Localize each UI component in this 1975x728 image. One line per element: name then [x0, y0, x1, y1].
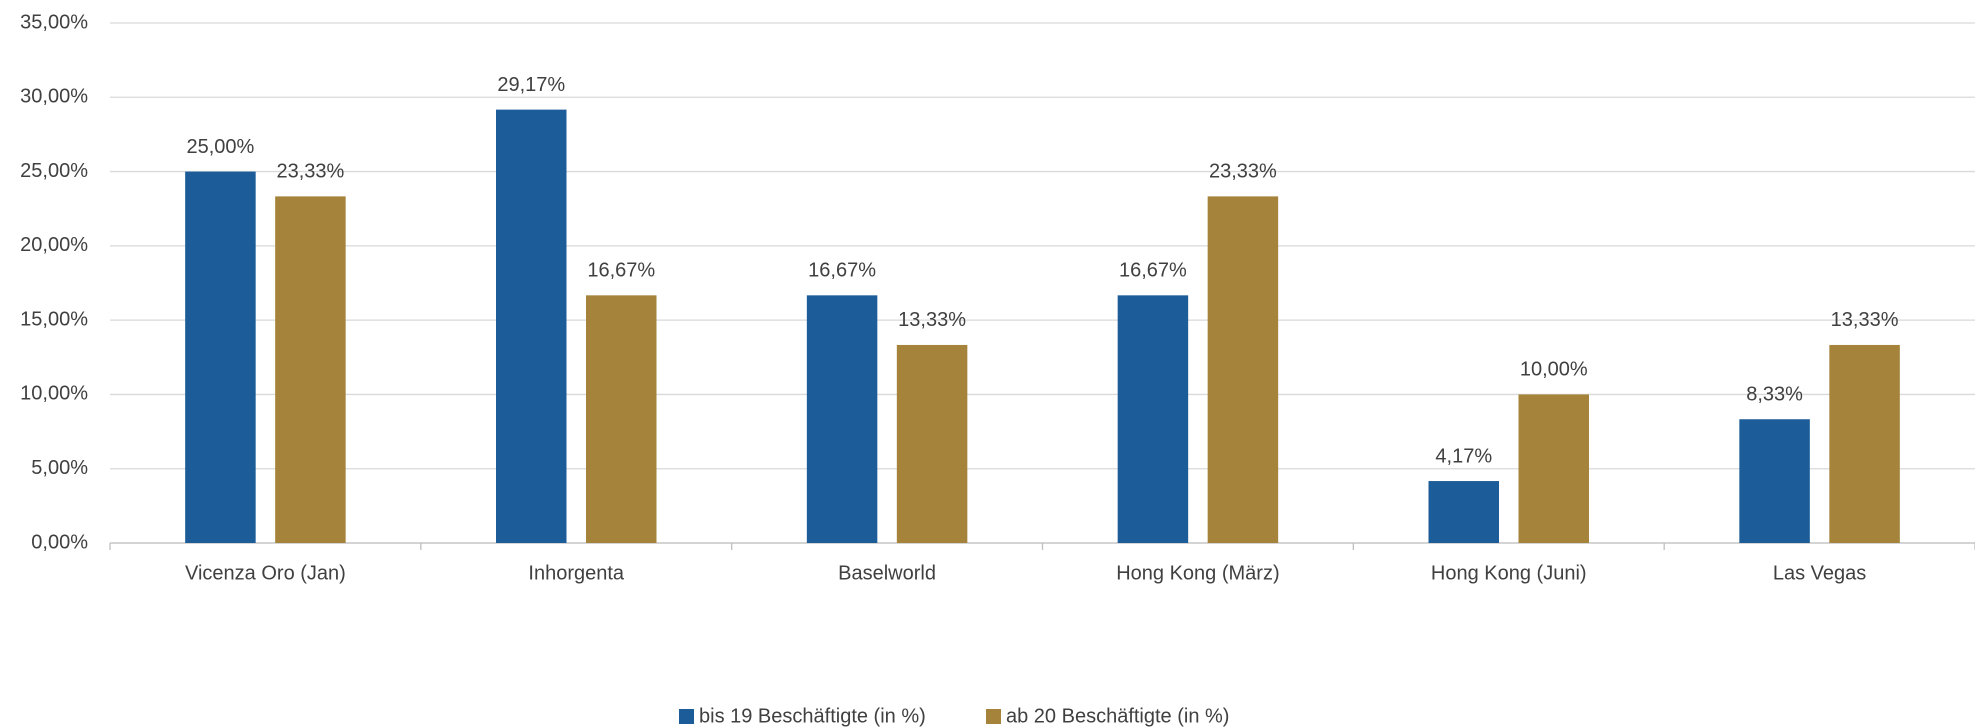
data-label: 8,33% [1746, 384, 1803, 406]
data-label: 13,33% [898, 309, 966, 331]
data-label: 4,17% [1435, 445, 1492, 467]
data-label: 16,67% [1119, 260, 1187, 282]
data-label: 16,67% [808, 260, 876, 282]
legend-label: ab 20 Beschäftigte (in %) [1006, 705, 1229, 727]
y-tick-label: 30,00% [20, 86, 88, 108]
bar [586, 295, 657, 543]
legend-swatch [679, 709, 694, 724]
data-label: 13,33% [1831, 309, 1899, 331]
y-tick-label: 35,00% [20, 11, 88, 33]
bar [1739, 419, 1810, 543]
x-tick-label: Hong Kong (Juni) [1431, 562, 1587, 584]
x-tick-label: Vicenza Oro (Jan) [185, 562, 346, 584]
bar [275, 196, 346, 543]
bar [1207, 196, 1279, 543]
data-label: 23,33% [1209, 161, 1277, 183]
x-tick-label: Las Vegas [1773, 562, 1866, 584]
bar [806, 295, 878, 543]
y-tick-label: 15,00% [20, 308, 88, 330]
legend-swatch [986, 709, 1001, 724]
bar [1829, 344, 1900, 543]
y-tick-label: 0,00% [31, 531, 88, 553]
y-tick-label: 20,00% [20, 234, 88, 256]
bar [1428, 481, 1499, 543]
x-tick-label: Hong Kong (März) [1116, 562, 1279, 584]
y-tick-label: 25,00% [20, 160, 88, 182]
data-label: 16,67% [587, 260, 655, 282]
data-label: 10,00% [1520, 359, 1588, 381]
x-tick-label: Baselworld [838, 562, 936, 584]
data-label: 23,33% [276, 161, 344, 183]
bar [1518, 394, 1589, 543]
bar [496, 109, 567, 544]
x-tick-label: Inhorgenta [528, 562, 625, 584]
y-tick-label: 10,00% [20, 383, 88, 405]
bar [896, 344, 968, 543]
y-tick-label: 5,00% [31, 457, 88, 479]
legend-label: bis 19 Beschäftigte (in %) [699, 705, 926, 727]
bar [185, 171, 256, 544]
data-label: 29,17% [497, 74, 565, 96]
bar [1117, 295, 1189, 543]
data-label: 25,00% [186, 136, 254, 158]
